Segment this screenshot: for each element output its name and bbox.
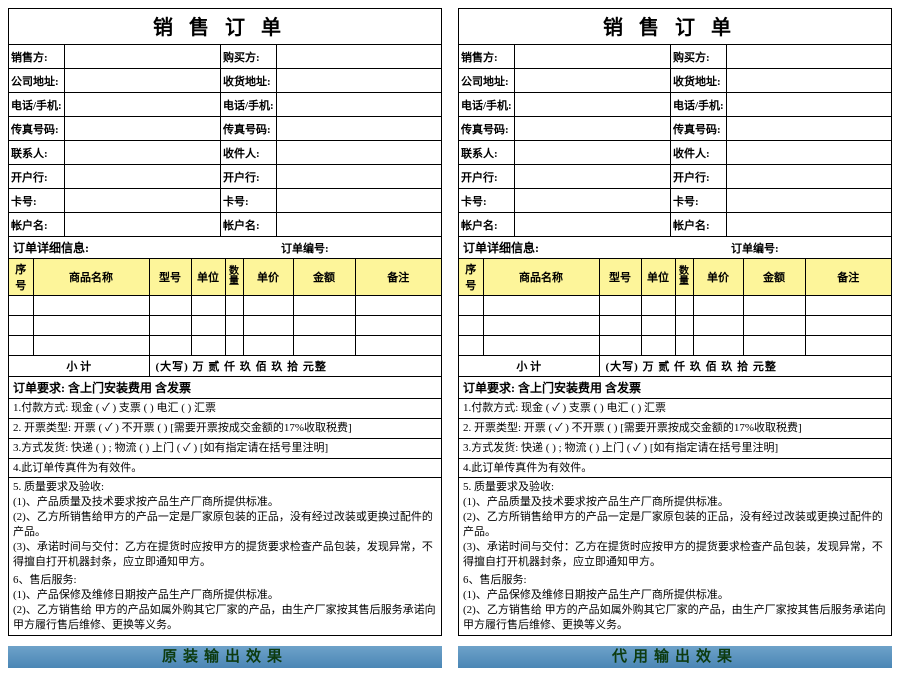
items-table: 序号 商品名称 型号 单位 数量 单价 金额 备注 小 计 (大写) 万 贰 仟… [459, 259, 891, 377]
table-row [459, 296, 891, 316]
th-unit: 单位 [191, 259, 225, 296]
table-row [459, 316, 891, 336]
footer-left: 原装输出效果 [8, 646, 442, 668]
lab-card2: 卡号: [221, 189, 277, 212]
th-name: 商品名称 [33, 259, 149, 296]
table-row [9, 316, 441, 336]
form-title: 销售订单 [459, 9, 891, 45]
form-left: 销售订单 销售方: 购买方: 公司地址: 收货地址: 电话/手机: 电话/手机: 传真… [8, 8, 442, 636]
req-eff: 4.此订单传真件为有效件。 [9, 459, 441, 479]
req-ship: 3.方式发货: 快递 ( ) ; 物流 ( ) 上门 ( ✓ ) [如有指定请在… [9, 439, 441, 459]
req-pay: 1.付款方式: 现金 ( ✓ ) 支票 ( ) 电汇 ( ) 汇票 [9, 399, 441, 419]
th-qty: 数量 [225, 259, 243, 296]
req6: 6、售后服务: (1)、产品保修及维修日期按产品生产厂商所提供标准。 (2)、乙… [9, 571, 441, 634]
lab-phone: 电话/手机: [9, 93, 65, 116]
th-note: 备注 [355, 259, 441, 296]
order-no-label: 订单编号: [281, 240, 441, 256]
lab-buyer: 购买方: [221, 45, 277, 68]
lab-addr: 公司地址: [9, 69, 65, 92]
lab-acct: 帐户名: [9, 213, 65, 236]
table-row [459, 336, 891, 356]
items-table: 序号 商品名称 型号 单位 数量 单价 金额 备注 小 计 (大写) 万 贰 仟… [9, 259, 441, 377]
th-model: 型号 [149, 259, 191, 296]
lab-seller: 销售方: [9, 45, 65, 68]
req-inv: 2. 开票类型: 开票 ( ✓ ) 不开票 ( ) [需要开票按成交金额的17%… [9, 419, 441, 439]
th-seq: 序号 [9, 259, 33, 296]
lab-ship: 收货地址: [221, 69, 277, 92]
lab-acct2: 帐户名: [221, 213, 277, 236]
lab-bank2: 开户行: [221, 165, 277, 188]
form-title: 销售订单 [9, 9, 441, 45]
req-title: 订单要求: 含上门安装费用 含发票 [9, 377, 441, 399]
req5: 5. 质量要求及验收: (1)、产品质量及技术要求按产品生产厂商所提供标准。 (… [9, 478, 441, 571]
form-right: 销售订单 销售方:购买方: 公司地址:收货地址: 电话/手机:电话/手机: 传真… [458, 8, 892, 636]
table-row [9, 336, 441, 356]
th-amt: 金额 [293, 259, 355, 296]
subtotal-caps: (大写) 万 贰 仟 玖 佰 玖 拾 元整 [149, 356, 441, 377]
lab-bank: 开户行: [9, 165, 65, 188]
footer: 原装输出效果 代用输出效果 [8, 646, 892, 668]
subtotal-row: 小 计 (大写) 万 贰 仟 玖 佰 玖 拾 元整 [459, 356, 891, 377]
lab-fax: 传真号码: [9, 117, 65, 140]
lab-phone2: 电话/手机: [221, 93, 277, 116]
lab-fax2: 传真号码: [221, 117, 277, 140]
th-price: 单价 [243, 259, 293, 296]
form-pair: 销售订单 销售方: 购买方: 公司地址: 收货地址: 电话/手机: 电话/手机: 传真… [8, 8, 892, 636]
detail-title: 订单详细信息: [9, 237, 281, 258]
lab-recv: 收件人: [221, 141, 277, 164]
subtotal-row: 小 计 (大写) 万 贰 仟 玖 佰 玖 拾 元整 [9, 356, 441, 377]
lab-card: 卡号: [9, 189, 65, 212]
table-row [9, 296, 441, 316]
lab-contact: 联系人: [9, 141, 65, 164]
subtotal-label: 小 计 [9, 356, 149, 377]
footer-right: 代用输出效果 [458, 646, 892, 668]
